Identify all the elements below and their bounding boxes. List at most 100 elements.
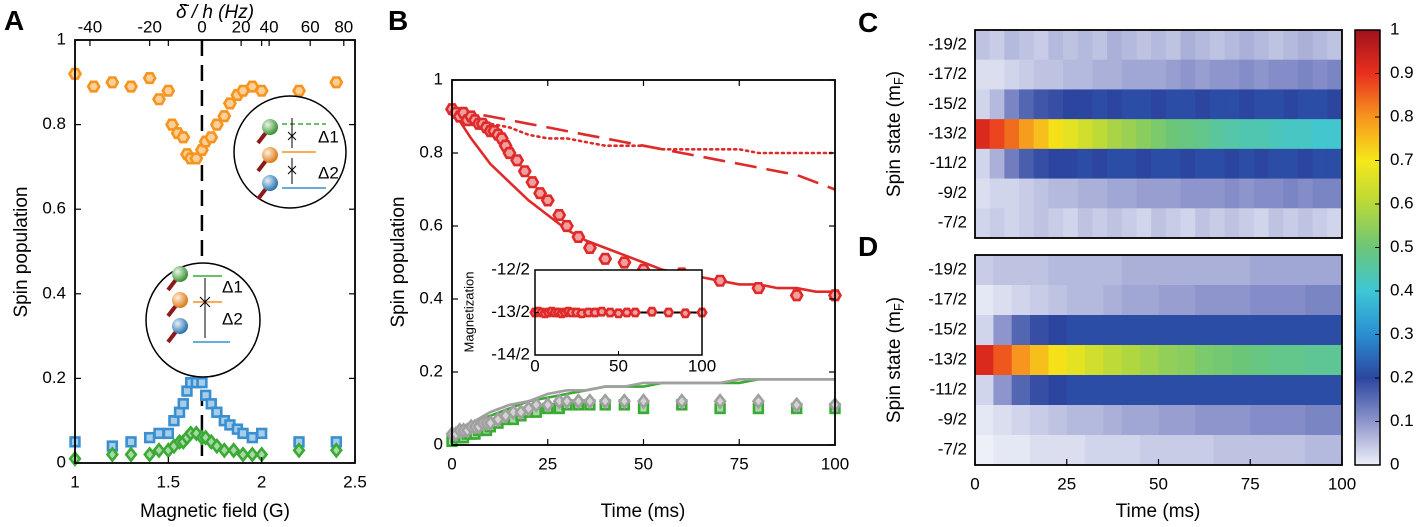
heatmap-cell	[1180, 119, 1196, 150]
inset-frame	[534, 269, 703, 356]
heatmap-cell	[1103, 255, 1123, 286]
heatmap-cell	[1165, 178, 1182, 209]
data-point	[789, 289, 804, 302]
heatmap-cell	[1312, 119, 1328, 150]
spin-sphere	[172, 266, 188, 282]
heatmap-cell	[1140, 375, 1159, 406]
heatmap-cell	[1224, 119, 1240, 150]
data-point	[125, 436, 137, 448]
y-tick-label: -14/2	[491, 344, 530, 363]
heatmap-cell	[1327, 178, 1343, 209]
y-tick-label: -11/2	[930, 153, 968, 172]
heatmap-cell	[975, 255, 994, 286]
data-point	[583, 393, 597, 410]
heatmap-cell	[1323, 285, 1343, 316]
heatmap-cell	[1165, 30, 1182, 61]
y-tick-label: -7/2	[938, 213, 967, 232]
y-tick-label: -19/2	[928, 259, 967, 278]
y-tick-label: -7/2	[938, 439, 967, 458]
heatmap-cell	[1180, 178, 1196, 209]
x-tick-label: 1	[70, 472, 79, 491]
heatmap-cell	[1180, 30, 1196, 61]
scheme-circle	[145, 262, 261, 378]
y-tick-label: -15/2	[928, 319, 967, 338]
heatmap-cell	[993, 345, 1013, 376]
heatmap-cell	[975, 148, 991, 180]
heatmap-cell	[1176, 375, 1196, 406]
heatmap-cell	[1224, 59, 1240, 90]
panel-label: D	[858, 231, 878, 262]
heatmap-cell	[1092, 59, 1108, 90]
heatmap-cell	[1195, 375, 1215, 406]
heatmap-cell	[1077, 208, 1093, 239]
heatmap-cell	[1165, 89, 1182, 120]
heatmap-cell	[1268, 405, 1288, 436]
data-point	[204, 433, 218, 450]
heatmap-cell	[1209, 178, 1226, 209]
heatmap-cell	[1209, 89, 1226, 120]
heatmap-cell	[1253, 208, 1270, 239]
data-point	[329, 76, 344, 89]
heatmap-cell	[1019, 148, 1035, 180]
heatmap-cell	[1121, 30, 1137, 61]
heatmap-cell	[1268, 208, 1284, 239]
heatmap-cell	[1077, 178, 1093, 209]
heatmap-cell	[1107, 208, 1123, 239]
heatmap-cell	[975, 375, 994, 406]
heatmap-cell	[1011, 375, 1031, 406]
data-point	[176, 131, 191, 144]
y-tick-label: -9/2	[938, 409, 967, 428]
heatmap-cell	[1066, 285, 1086, 316]
heatmap-cell	[1176, 315, 1196, 346]
y-tick-label: 0.8	[419, 142, 443, 161]
heatmap-cell	[1297, 89, 1314, 120]
series-line	[451, 107, 836, 191]
heatmap-cell	[1297, 119, 1314, 150]
x2-tick-label: 20	[232, 17, 251, 36]
heatmap-cell	[1121, 208, 1137, 239]
heatmap-cell	[1176, 345, 1196, 376]
heatmap-cell	[1253, 148, 1270, 180]
heatmap-cell	[1305, 315, 1325, 346]
data-point	[598, 393, 612, 410]
heatmap-cell	[1268, 148, 1284, 180]
x2-tick-label: 80	[334, 17, 353, 36]
heatmap-cell	[1286, 435, 1306, 466]
heatmap-cell	[1165, 148, 1182, 180]
y-tick-label: 0.2	[42, 368, 66, 387]
level-schemes: Δ1 Δ2 Δ1 Δ2	[145, 95, 347, 378]
heatmap-cell	[1250, 315, 1270, 346]
heatmap-cell	[975, 405, 994, 436]
heatmap-cell	[1327, 89, 1343, 120]
heatmap-cell	[975, 30, 991, 61]
heatmap-cell	[1195, 119, 1211, 150]
heatmap-cell	[1103, 435, 1123, 466]
data-point	[629, 307, 641, 318]
level-arrows	[287, 118, 297, 184]
heatmap-cell	[1140, 345, 1159, 376]
heatmap-cell	[1011, 315, 1031, 346]
label-part: )	[884, 71, 905, 77]
heatmap-cell	[1231, 285, 1251, 316]
heatmap-cell	[1253, 119, 1270, 150]
heatmap-cell	[1092, 30, 1108, 61]
heatmap-cell	[1283, 119, 1299, 150]
heatmap-cell	[1305, 255, 1325, 286]
heatmap-cell	[1136, 59, 1152, 90]
heatmap-cell	[1305, 285, 1325, 316]
heatmap-cell	[1103, 315, 1123, 346]
heatmap-cell	[1030, 255, 1049, 286]
heatmap-cell	[1136, 178, 1152, 209]
heatmap-cell	[1107, 148, 1123, 180]
heatmap-cell	[1121, 345, 1141, 376]
data-point	[189, 425, 203, 442]
heatmap-cell	[1158, 345, 1178, 376]
heatmap-cell	[1136, 148, 1152, 180]
heatmap-cell	[1297, 148, 1314, 180]
x2-tick-label: -20	[137, 17, 162, 36]
x-tick-label: 0	[530, 356, 539, 375]
data-point	[596, 306, 608, 317]
heatmap-cell	[1176, 405, 1196, 436]
heatmap-cell	[1195, 89, 1211, 120]
heatmap-cell	[1085, 315, 1104, 346]
